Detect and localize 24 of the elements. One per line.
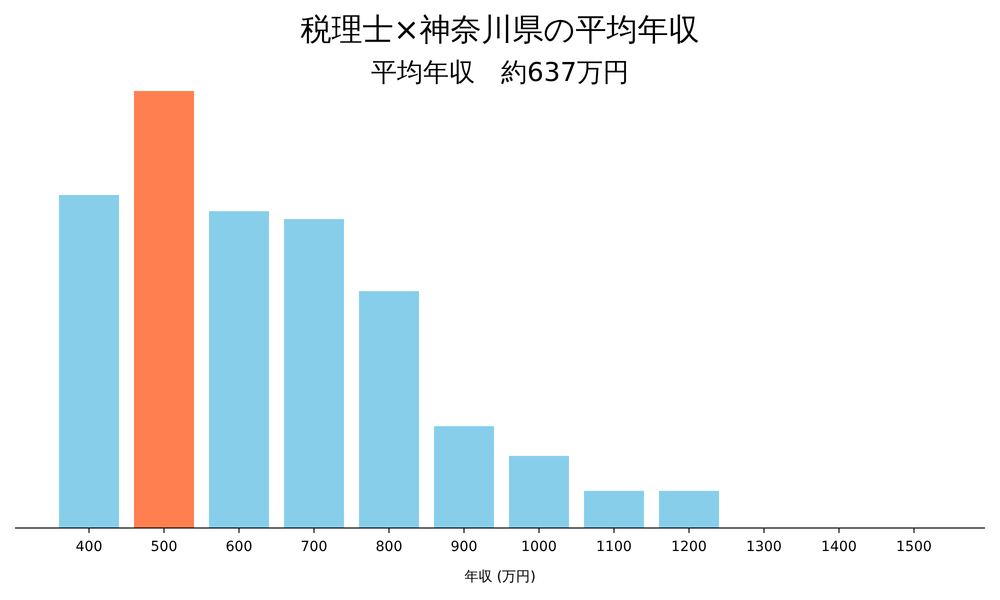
x-tick-label: 500	[150, 539, 178, 555]
bar	[659, 490, 719, 528]
x-tick-label: 900	[450, 539, 478, 555]
x-tick-label: 1400	[821, 539, 857, 555]
bar	[284, 219, 344, 528]
bar	[584, 490, 644, 528]
chart-subtitle: 平均年収 約637万円	[371, 58, 629, 88]
bar	[434, 426, 494, 528]
x-tick-label: 1200	[671, 539, 707, 555]
bar	[209, 211, 269, 528]
bar	[359, 291, 419, 528]
bar	[509, 456, 569, 528]
x-tick-label: 700	[300, 539, 328, 555]
x-tick-label: 400	[76, 539, 102, 555]
chart-title: 税理士×神奈川県の平均年収	[300, 12, 700, 48]
bar	[134, 91, 194, 528]
x-tick-label: 1000	[521, 539, 557, 555]
x-tick-label: 800	[376, 539, 402, 555]
x-tick-label: 1300	[746, 539, 782, 555]
bar	[59, 195, 119, 528]
x-tick-label: 1500	[896, 539, 932, 555]
x-tick-label: 1100	[596, 539, 632, 555]
x-tick-label: 600	[226, 539, 252, 555]
x-axis-title: 年収 (万円)	[464, 569, 536, 585]
